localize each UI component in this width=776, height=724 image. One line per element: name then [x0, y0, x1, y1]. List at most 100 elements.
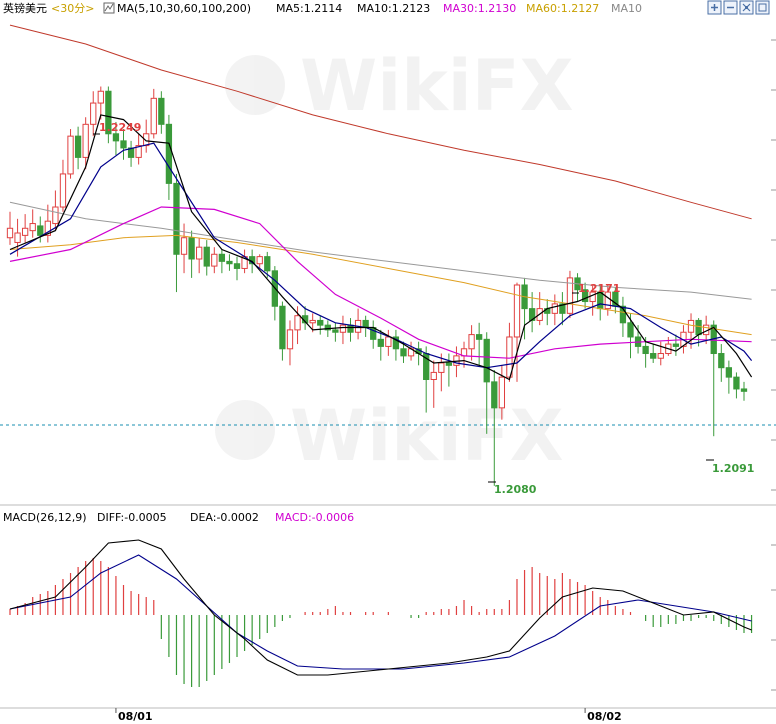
watermark-text-top: WikiFX [300, 45, 574, 127]
macd-params: MACD(26,12,9) [3, 511, 87, 524]
candle [37, 216, 44, 243]
candle-body [642, 345, 649, 355]
candle [105, 86, 112, 144]
ma100-line [9, 201, 752, 300]
candle [127, 140, 135, 167]
candle [271, 266, 278, 321]
candle-body [105, 90, 112, 135]
candle [445, 353, 453, 387]
candle-body [21, 227, 29, 236]
candle-body [120, 140, 127, 149]
candle [279, 301, 286, 361]
candle [233, 256, 241, 281]
candle [627, 313, 634, 359]
watermark-logo: WikiFX WikiFX [215, 45, 574, 477]
candle [650, 344, 657, 363]
candle [339, 315, 347, 345]
watermark-emblem-top [225, 55, 285, 115]
candle-body [67, 135, 74, 175]
maximize-icon[interactable] [755, 0, 770, 15]
candle-body [52, 206, 59, 225]
macd-lines [9, 539, 752, 676]
ma60-line [9, 234, 752, 336]
candle-body [581, 289, 589, 303]
candle-body [90, 102, 97, 125]
candle-body [158, 97, 165, 125]
symbol-name: 英镑美元 [3, 1, 47, 15]
zoom-out-icon[interactable] [723, 0, 738, 15]
candle-body [226, 260, 233, 265]
candle [180, 223, 188, 274]
candle-body [264, 256, 271, 272]
period-label[interactable]: <30分> [51, 2, 94, 15]
candle [566, 270, 574, 319]
ma5-value: MA5:1.2114 [276, 2, 342, 15]
candle [672, 334, 680, 356]
candle-body [165, 123, 173, 184]
candle-body [150, 97, 157, 135]
candle-body [430, 371, 437, 381]
candle [196, 237, 203, 274]
candle [165, 114, 173, 200]
zoom-in-icon[interactable] [707, 0, 722, 15]
candle [173, 173, 180, 293]
chart-controls [707, 0, 770, 15]
candle-body [392, 336, 400, 350]
candle [544, 299, 551, 326]
candle-body [294, 315, 301, 331]
time-tick-label: 08/01 [118, 710, 153, 723]
high2-annotation-label: 1.2171 [578, 282, 620, 295]
candle-body [59, 173, 67, 208]
time-tick-label: 08/02 [587, 710, 622, 723]
candle [354, 308, 362, 340]
candle-body [650, 353, 657, 359]
candle-body [324, 324, 331, 331]
candle-body [672, 343, 680, 347]
candle [385, 329, 392, 356]
candle-body [718, 353, 725, 369]
macd-header: MACD(26,12,9) DIFF:-0.0005 DEA:-0.0002 M… [3, 511, 354, 524]
candle [256, 254, 263, 269]
candle-body [218, 253, 226, 262]
candle-body [695, 319, 702, 336]
candle [203, 240, 210, 276]
ma10-value: MA10:1.2123 [357, 2, 430, 15]
candle [513, 282, 521, 382]
candle [634, 325, 642, 354]
candle-body [37, 225, 44, 236]
candle-body [233, 263, 241, 269]
watermark-emblem-bottom [215, 400, 275, 460]
candle [158, 91, 165, 134]
candle-body [491, 381, 498, 409]
macd-histogram [9, 558, 753, 687]
ma10-line [9, 142, 753, 369]
candle-body [687, 319, 695, 333]
candle-body [438, 362, 445, 373]
high-annotation: 1.2249 [93, 121, 141, 135]
ma-params: MA(5,10,30,60,100,200) [117, 2, 251, 15]
candle [559, 292, 566, 326]
restore-icon[interactable] [739, 0, 754, 15]
candle-body [196, 246, 203, 260]
indicator-toggle-icon[interactable] [103, 2, 115, 14]
ma30-line [9, 206, 752, 359]
candle [370, 320, 377, 349]
candle [82, 117, 89, 170]
candle-body [725, 367, 733, 378]
candle [551, 294, 558, 326]
candle [581, 282, 589, 309]
candle-body [468, 334, 475, 350]
macd-diff-line [9, 539, 752, 676]
candle-body [339, 324, 347, 333]
candle-body [604, 291, 611, 310]
low2-annotation-label: 1.2091 [712, 462, 754, 475]
candle-body [377, 338, 384, 347]
high-annotation-2: 1.2171 [572, 282, 620, 295]
candle [733, 372, 740, 399]
candle-body [74, 135, 82, 158]
candle [52, 190, 59, 231]
candle [6, 211, 14, 245]
candle-body [347, 324, 354, 333]
candle [400, 341, 407, 363]
candle [211, 247, 218, 274]
